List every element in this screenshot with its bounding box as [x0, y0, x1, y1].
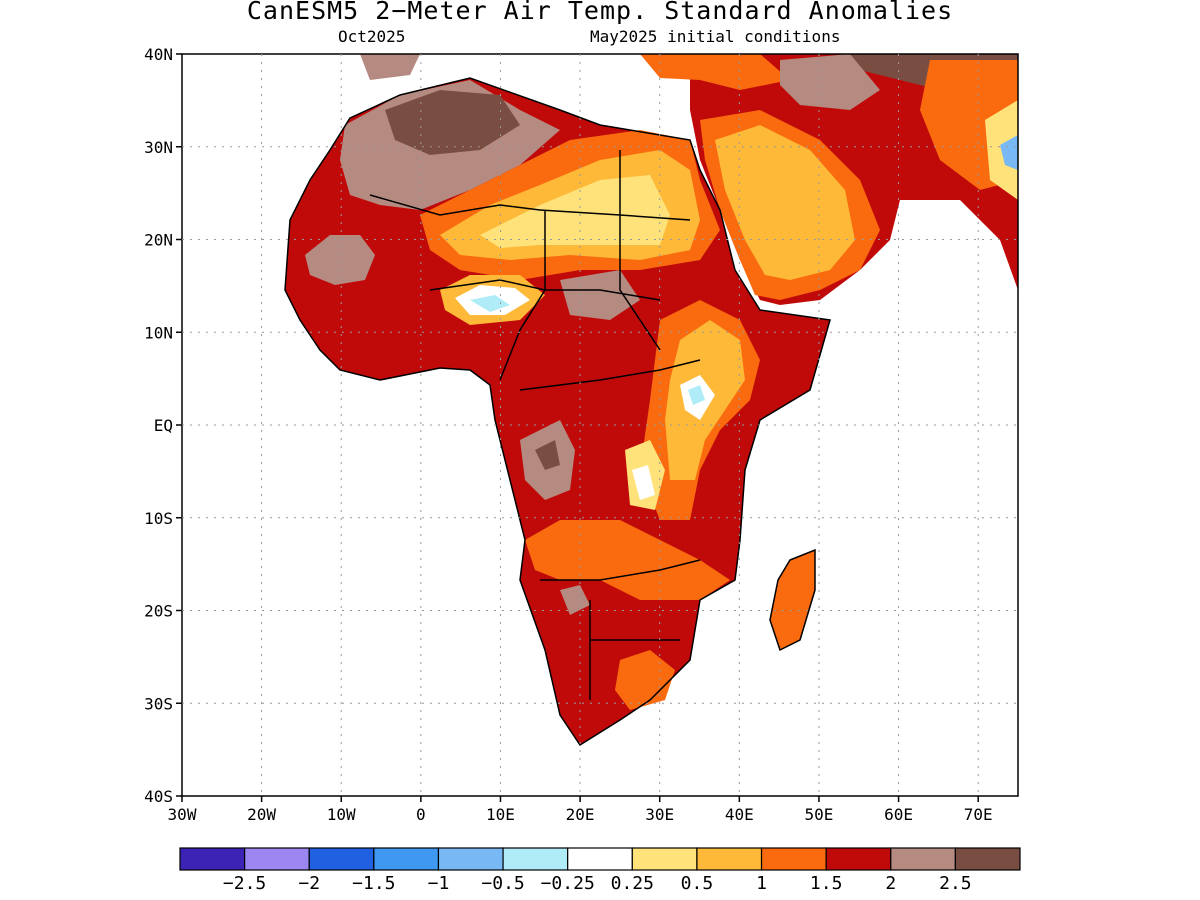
- colorbar-swatch: [631, 847, 698, 871]
- colorbar-label: 2: [885, 873, 896, 894]
- colorbar-swatch: [179, 847, 246, 871]
- colorbar-swatch: [567, 847, 633, 871]
- colorbar-swatch: [308, 847, 375, 871]
- sahel-cool-patch: [470, 295, 510, 312]
- lat-tick-label: 40N: [144, 45, 173, 64]
- lat-axis: 40N 30N 20N 10N EQ 10S 20S 30S 40S: [144, 45, 182, 806]
- colorbar-label: 1.5: [810, 873, 843, 894]
- east-africa-anomaly: [632, 465, 655, 500]
- lat-tick-label: EQ: [154, 416, 173, 435]
- europe-fragment: [360, 54, 420, 80]
- colorbar-label: 1: [756, 873, 767, 894]
- arabia-anomaly: [715, 125, 855, 280]
- colorbar-swatch: [502, 847, 569, 871]
- colorbar-swatch: [373, 847, 440, 871]
- lon-tick-label: 70E: [964, 805, 993, 824]
- lat-tick-label: 20S: [144, 602, 173, 621]
- africa-coastline: [284, 77, 831, 747]
- lat-tick-label: 20N: [144, 231, 173, 250]
- grid: [182, 54, 1018, 796]
- colorbar-swatch: [437, 847, 504, 871]
- congo-anomaly: [535, 440, 560, 470]
- anomaly-fill: [285, 54, 1018, 745]
- colorbar-swatch: [954, 847, 1021, 871]
- colorbar-swatch: [760, 847, 827, 871]
- country-border: [540, 559, 701, 581]
- middle-east-anomaly: [780, 54, 880, 110]
- west-africa-anomaly: [305, 235, 375, 285]
- colorbar-swatch: [825, 847, 892, 871]
- colorbar-label: −0.5: [481, 873, 524, 894]
- initial-conditions: May2025 initial conditions: [590, 27, 841, 46]
- lon-tick-label: 10E: [486, 805, 515, 824]
- colorbar-label: −1: [428, 873, 450, 894]
- map-title: CanESM5 2−Meter Air Temp. Standard Anoma…: [246, 0, 954, 25]
- sahara-extreme-anomaly: [385, 90, 520, 155]
- country-border: [519, 359, 701, 391]
- colorbar-label: 2.5: [939, 873, 972, 894]
- lat-tick-label: 10S: [144, 509, 173, 528]
- country-border: [619, 150, 661, 351]
- lat-tick-label: 10N: [144, 323, 173, 342]
- lon-tick-label: 60E: [884, 805, 913, 824]
- east-africa-anomaly: [688, 385, 705, 405]
- lon-tick-label: 20W: [247, 805, 276, 824]
- colorbar-label: 0.5: [681, 873, 714, 894]
- country-border: [429, 279, 661, 301]
- madagascar-anomaly: [770, 550, 815, 650]
- lon-tick-label: 30W: [168, 805, 197, 824]
- colorbar-label: 0.25: [611, 873, 654, 894]
- lat-tick-label: 30S: [144, 694, 173, 713]
- colorbar-swatch: [244, 847, 310, 871]
- lon-tick-label: 30E: [645, 805, 674, 824]
- colorbar-label: −2.5: [223, 873, 266, 894]
- southern-africa-anomaly: [560, 585, 590, 615]
- forecast-month: Oct2025: [338, 27, 406, 46]
- colorbar: −2.5 −2 −1.5 −1 −0.5 −0.25 0.25 0.5 1 1.5 2 2.5: [179, 847, 1021, 894]
- country-border: [499, 210, 546, 381]
- lon-tick-label: 50E: [804, 805, 833, 824]
- colorbar-label: −1.5: [352, 873, 395, 894]
- lon-axis: 30W 20W 10W 0 10E 20E 30E 40E 50E 60E 70E: [168, 796, 993, 824]
- colorbar-label: −2: [298, 873, 320, 894]
- lat-tick-label: 40S: [144, 787, 173, 806]
- borders: [284, 77, 831, 747]
- madagascar-coastline: [769, 548, 816, 652]
- lon-tick-label: 40E: [725, 805, 754, 824]
- lon-tick-label: 20E: [566, 805, 595, 824]
- colorbar-swatch: [890, 847, 956, 871]
- colorbar-label: −0.25: [541, 873, 595, 894]
- lat-tick-label: 30N: [144, 138, 173, 157]
- lon-tick-label: 10W: [327, 805, 356, 824]
- country-border: [369, 194, 691, 221]
- colorbar-swatch: [696, 847, 763, 871]
- lon-tick-label: 0: [416, 805, 426, 824]
- europe-fragment: [640, 54, 790, 90]
- india-anomaly: [1000, 135, 1018, 170]
